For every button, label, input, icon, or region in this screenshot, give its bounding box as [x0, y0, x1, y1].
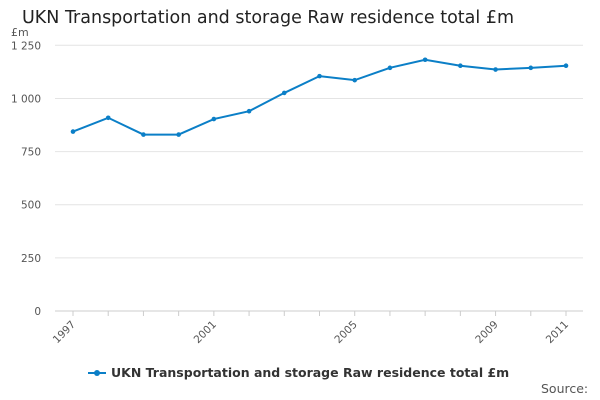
data-point	[563, 63, 569, 69]
data-point	[528, 65, 534, 71]
y-tick-label: 1 000	[11, 93, 41, 105]
data-point	[105, 115, 111, 121]
data-point	[387, 65, 393, 71]
data-point	[458, 63, 463, 69]
chart-title: UKN Transportation and storage Raw resid…	[22, 8, 514, 28]
x-tick-label: 1997	[51, 319, 78, 346]
data-point	[352, 77, 358, 83]
data-point	[281, 90, 287, 96]
y-tick-label: 1 250	[11, 40, 41, 52]
legend-item[interactable]: UKN Transportation and storage Raw resid…	[88, 365, 509, 380]
y-tick-label: 500	[21, 200, 41, 212]
data-point	[141, 132, 146, 137]
x-tick-label: 2001	[192, 319, 219, 346]
legend-label: UKN Transportation and storage Raw resid…	[111, 365, 510, 380]
data-point	[211, 116, 217, 122]
data-point	[246, 108, 252, 114]
x-tick-label: 2011	[544, 319, 571, 346]
y-tick-label: 750	[21, 147, 41, 159]
x-tick-label: 2009	[473, 319, 500, 346]
data-point	[70, 129, 76, 134]
y-tick-label: 250	[21, 253, 41, 265]
y-axis-label: £m	[11, 26, 29, 39]
data-point	[176, 132, 181, 137]
series-line	[72, 58, 567, 136]
legend-line-icon	[88, 369, 106, 376]
data-point	[422, 57, 428, 63]
data-point	[493, 67, 498, 72]
y-tick-label: 0	[34, 306, 41, 318]
source-label: Source:	[541, 381, 589, 396]
x-tick-label: 2005	[332, 319, 359, 346]
data-point	[317, 73, 322, 79]
